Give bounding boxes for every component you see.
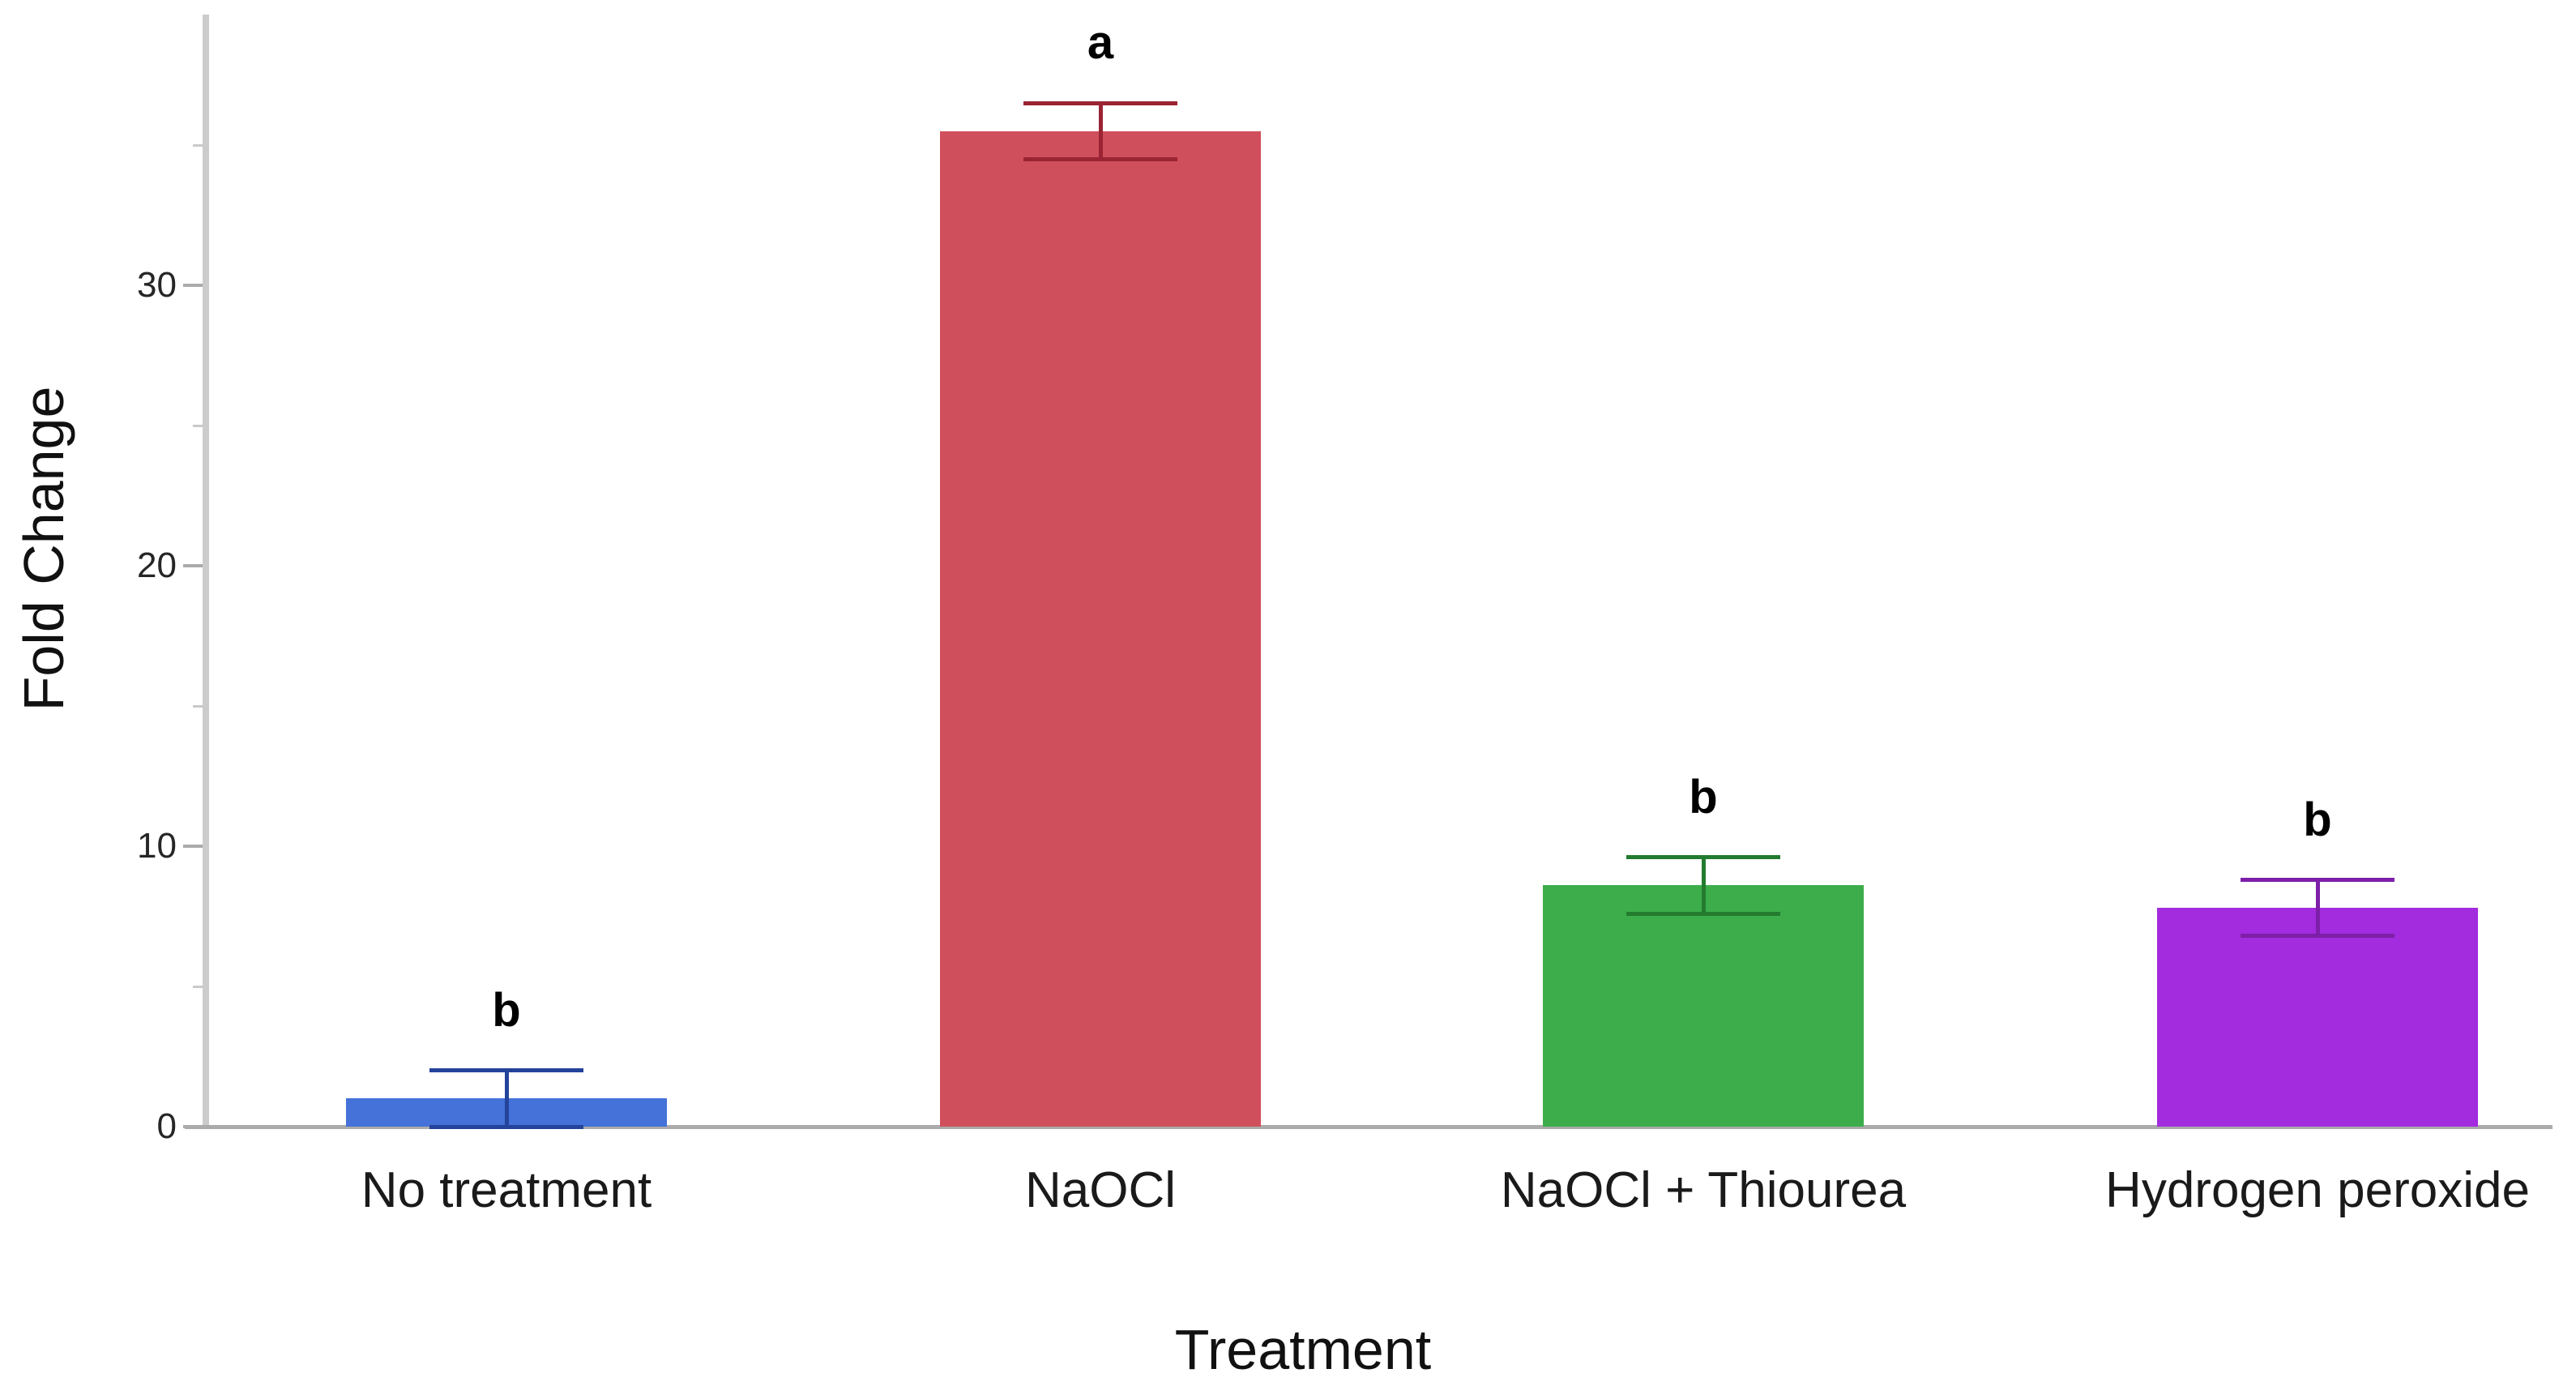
y-tick-mark xyxy=(183,284,203,287)
y-tick-mark xyxy=(183,564,203,567)
error-bar-line xyxy=(1701,857,1706,914)
error-bar-cap xyxy=(1626,911,1780,916)
category-label: NaOCl xyxy=(1024,1162,1177,1218)
error-bar-cap xyxy=(2241,878,2394,883)
y-axis-title: Fold Change xyxy=(12,386,75,712)
y-tick-mark xyxy=(183,1125,203,1128)
y-minor-tick-mark xyxy=(193,144,203,147)
error-bar-cap xyxy=(429,1068,583,1073)
x-axis-line xyxy=(185,1125,2553,1129)
error-bar-line xyxy=(504,1070,509,1127)
x-axis-title: Treatment xyxy=(1174,1318,1432,1381)
bar-hydrogen-peroxide xyxy=(2157,908,2478,1127)
significance-letter: b xyxy=(1689,770,1718,823)
error-bar-line xyxy=(1098,103,1103,160)
y-minor-tick-mark xyxy=(193,425,203,427)
bar-naocl xyxy=(940,130,1261,1127)
category-label: Hydrogen peroxide xyxy=(2105,1162,2530,1218)
error-bar-cap xyxy=(2241,934,2394,939)
bar-naocl-thiourea xyxy=(1543,885,1864,1127)
error-bar-cap xyxy=(1023,101,1177,105)
category-label: NaOCl + Thiourea xyxy=(1500,1162,1907,1218)
significance-letter: b xyxy=(492,983,521,1037)
y-tick-mark xyxy=(183,845,203,848)
y-minor-tick-mark xyxy=(193,986,203,988)
y-tick-label: 0 xyxy=(156,1106,177,1146)
y-axis-line xyxy=(203,15,209,1127)
category-label: No treatment xyxy=(361,1162,652,1218)
significance-letter: a xyxy=(1087,16,1114,70)
significance-letter: b xyxy=(2303,793,2332,846)
error-bar-cap xyxy=(1626,855,1780,860)
error-bar-cap xyxy=(429,1124,583,1129)
error-bar-line xyxy=(2315,879,2320,936)
y-tick-label: 10 xyxy=(137,826,177,866)
error-bar-cap xyxy=(1023,156,1177,161)
y-tick-label: 30 xyxy=(137,265,177,305)
y-tick-label: 20 xyxy=(137,545,177,585)
y-minor-tick-mark xyxy=(193,705,203,708)
